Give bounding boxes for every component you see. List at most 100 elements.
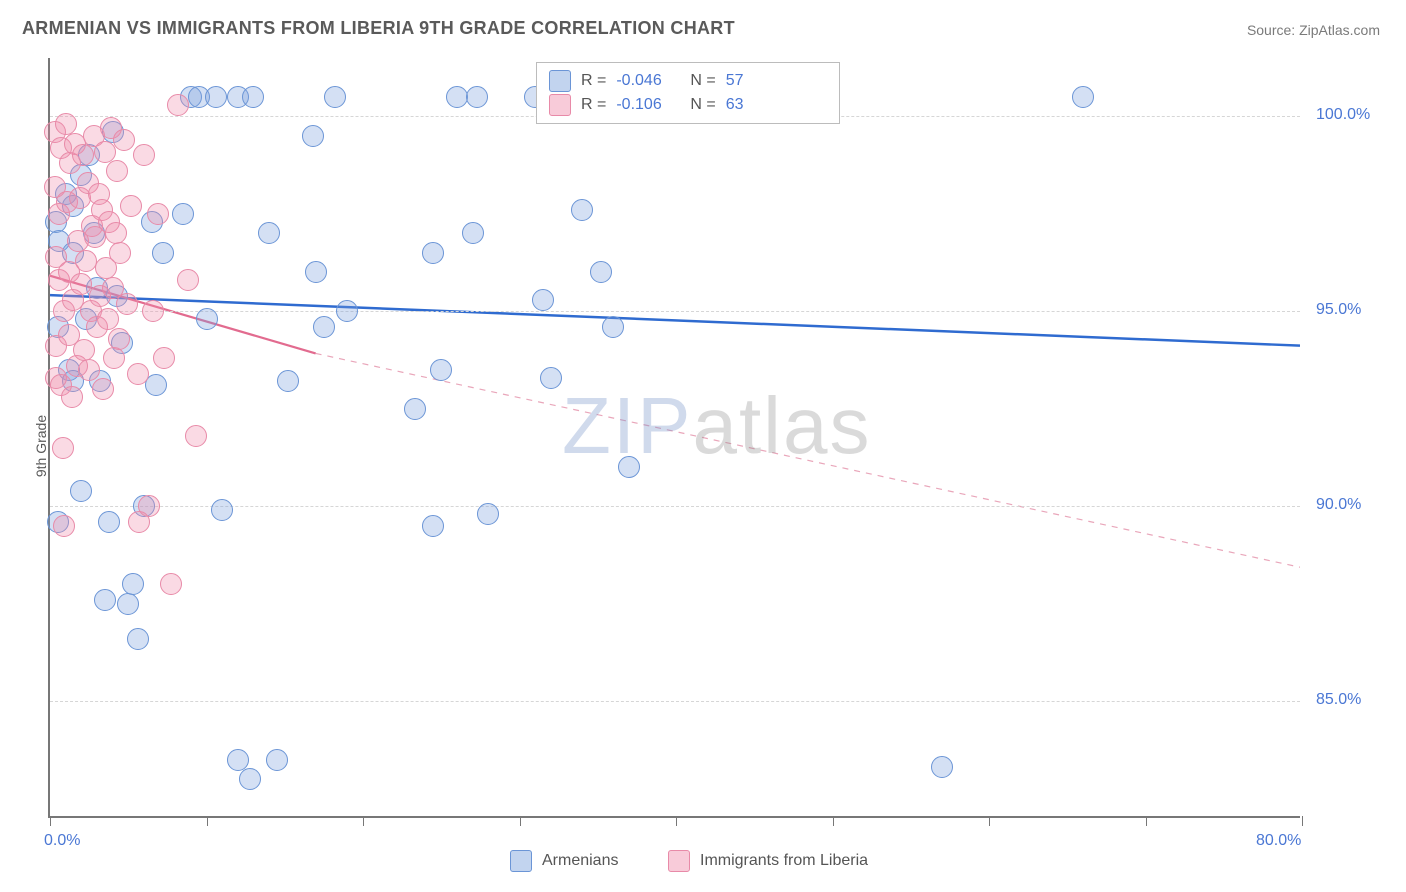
scatter-point-liberia — [103, 347, 125, 369]
scatter-point-liberia — [109, 242, 131, 264]
scatter-point-liberia — [167, 94, 189, 116]
scatter-point-liberia — [138, 495, 160, 517]
y-tick-label: 100.0% — [1316, 106, 1370, 124]
scatter-point-armenians — [571, 199, 593, 221]
x-tick — [50, 816, 51, 826]
legend-n-value: 57 — [726, 69, 744, 93]
x-tick — [833, 816, 834, 826]
x-tick — [1146, 816, 1147, 826]
scatter-point-armenians — [70, 480, 92, 502]
scatter-point-armenians — [277, 370, 299, 392]
scatter-point-armenians — [196, 308, 218, 330]
chart-title: ARMENIAN VS IMMIGRANTS FROM LIBERIA 9TH … — [22, 18, 735, 39]
scatter-point-armenians — [266, 749, 288, 771]
scatter-point-liberia — [133, 144, 155, 166]
scatter-point-armenians — [152, 242, 174, 264]
legend-swatch — [549, 70, 571, 92]
scatter-point-armenians — [422, 242, 444, 264]
x-tick-label: 80.0% — [1256, 832, 1301, 850]
scatter-point-liberia — [73, 339, 95, 361]
scatter-point-armenians — [466, 86, 488, 108]
scatter-point-armenians — [127, 628, 149, 650]
scatter-point-liberia — [116, 293, 138, 315]
series-legend-item: Immigrants from Liberia — [668, 850, 868, 872]
scatter-point-armenians — [446, 86, 468, 108]
scatter-point-liberia — [120, 195, 142, 217]
scatter-point-armenians — [540, 367, 562, 389]
gridline — [50, 311, 1300, 312]
x-tick — [1302, 816, 1303, 826]
plot-area — [48, 58, 1300, 818]
scatter-point-armenians — [98, 511, 120, 533]
scatter-point-armenians — [205, 86, 227, 108]
source-attribution: Source: ZipAtlas.com — [1247, 22, 1380, 38]
series-legend-label: Armenians — [542, 852, 618, 870]
source-prefix: Source: — [1247, 22, 1299, 38]
scatter-point-liberia — [78, 359, 100, 381]
scatter-point-liberia — [142, 300, 164, 322]
gridline — [50, 701, 1300, 702]
scatter-point-liberia — [105, 222, 127, 244]
y-axis-label: 9th Grade — [33, 415, 49, 477]
legend-n-label: N = — [690, 93, 715, 117]
legend-r-label: R = — [581, 93, 606, 117]
scatter-point-armenians — [239, 768, 261, 790]
scatter-point-liberia — [177, 269, 199, 291]
scatter-point-armenians — [336, 300, 358, 322]
legend-swatch — [510, 850, 532, 872]
legend-n-value: 63 — [726, 93, 744, 117]
trend-lines-layer — [50, 58, 1300, 816]
scatter-point-liberia — [97, 308, 119, 330]
scatter-point-armenians — [122, 573, 144, 595]
scatter-point-liberia — [61, 386, 83, 408]
scatter-point-armenians — [313, 316, 335, 338]
scatter-point-armenians — [532, 289, 554, 311]
scatter-point-armenians — [602, 316, 624, 338]
scatter-point-armenians — [430, 359, 452, 381]
x-tick — [676, 816, 677, 826]
scatter-point-armenians — [258, 222, 280, 244]
scatter-point-armenians — [590, 261, 612, 283]
legend-r-value: -0.046 — [616, 69, 680, 93]
legend-r-label: R = — [581, 69, 606, 93]
gridline — [50, 506, 1300, 507]
scatter-point-armenians — [94, 589, 116, 611]
x-tick — [520, 816, 521, 826]
scatter-point-liberia — [127, 363, 149, 385]
scatter-point-liberia — [185, 425, 207, 447]
scatter-point-armenians — [422, 515, 444, 537]
scatter-point-armenians — [302, 125, 324, 147]
scatter-point-armenians — [211, 499, 233, 521]
scatter-point-liberia — [75, 250, 97, 272]
scatter-point-liberia — [52, 437, 74, 459]
y-tick-label: 95.0% — [1316, 301, 1361, 319]
scatter-point-armenians — [931, 756, 953, 778]
scatter-point-liberia — [108, 328, 130, 350]
x-tick — [363, 816, 364, 826]
legend-row: R = -0.106 N = 63 — [549, 93, 827, 117]
scatter-point-liberia — [92, 378, 114, 400]
legend-r-value: -0.106 — [616, 93, 680, 117]
correlation-legend: R = -0.046 N = 57 R = -0.106 N = 63 — [536, 62, 840, 124]
scatter-point-liberia — [113, 129, 135, 151]
legend-swatch — [668, 850, 690, 872]
y-tick-label: 90.0% — [1316, 496, 1361, 514]
scatter-point-armenians — [618, 456, 640, 478]
scatter-point-armenians — [477, 503, 499, 525]
legend-n-label: N = — [690, 69, 715, 93]
x-tick-label: 0.0% — [44, 832, 80, 850]
scatter-point-liberia — [106, 160, 128, 182]
series-legend-item: Armenians — [510, 850, 618, 872]
scatter-point-liberia — [147, 203, 169, 225]
y-tick-label: 85.0% — [1316, 691, 1361, 709]
scatter-point-armenians — [305, 261, 327, 283]
scatter-point-liberia — [153, 347, 175, 369]
scatter-point-armenians — [324, 86, 346, 108]
scatter-point-armenians — [227, 749, 249, 771]
scatter-point-armenians — [404, 398, 426, 420]
legend-row: R = -0.046 N = 57 — [549, 69, 827, 93]
x-tick — [207, 816, 208, 826]
scatter-point-armenians — [242, 86, 264, 108]
scatter-point-armenians — [117, 593, 139, 615]
trend-line — [316, 353, 1300, 567]
